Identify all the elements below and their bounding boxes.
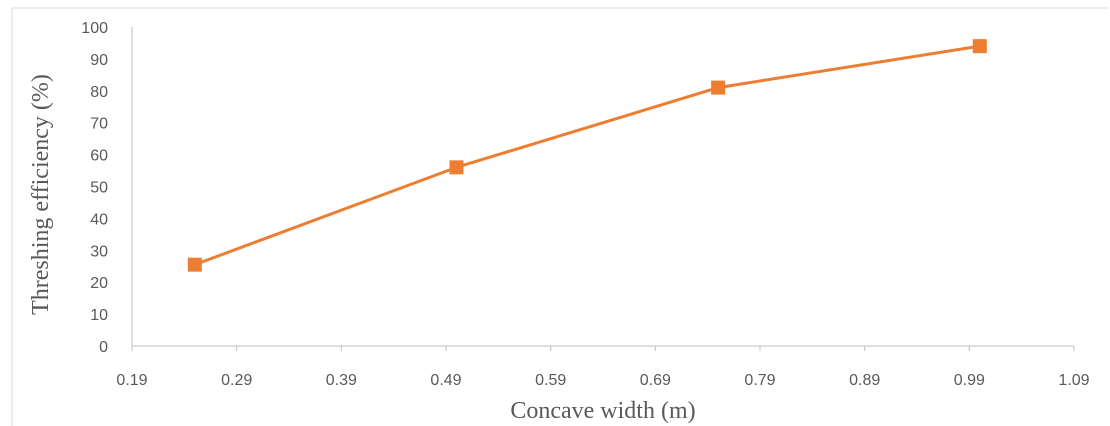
data-point-marker bbox=[972, 39, 987, 54]
y-tick-label: 70 bbox=[90, 116, 108, 133]
x-tick-label: 0.69 bbox=[640, 372, 671, 389]
y-tick-label: 50 bbox=[90, 180, 108, 197]
y-tick-label: 10 bbox=[90, 307, 108, 324]
y-tick-label: 80 bbox=[90, 84, 108, 101]
y-tick-label: 40 bbox=[90, 211, 108, 228]
data-point-marker bbox=[449, 160, 464, 175]
y-tick-label: 90 bbox=[90, 52, 108, 69]
x-tick-label: 0.49 bbox=[430, 372, 461, 389]
y-tick-label: 60 bbox=[90, 148, 108, 165]
data-point-marker bbox=[187, 257, 202, 272]
y-tick-label: 30 bbox=[90, 243, 108, 260]
x-tick-label: 0.89 bbox=[849, 372, 880, 389]
x-axis-title: Concave width (m) bbox=[510, 398, 695, 424]
x-axis-ticks: 0.19 0.29 0.39 0.49 0.59 0.69 0.79 0.89 0.99 1.09 bbox=[116, 346, 1090, 389]
x-tick-label: 0.59 bbox=[535, 372, 566, 389]
series-line bbox=[194, 44, 981, 267]
x-tick-label: 0.19 bbox=[116, 372, 147, 389]
data-point-marker bbox=[711, 80, 726, 95]
series-markers bbox=[187, 39, 987, 272]
y-tick-label: 20 bbox=[90, 275, 108, 292]
y-tick-label: 100 bbox=[81, 20, 108, 37]
x-tick-label: 0.79 bbox=[744, 372, 775, 389]
x-tick-label: 0.29 bbox=[221, 372, 252, 389]
x-tick-label: 0.99 bbox=[954, 372, 985, 389]
y-axis-ticks: 0 10 20 30 40 50 60 70 80 90 100 bbox=[81, 20, 108, 356]
y-tick-label: 0 bbox=[99, 339, 108, 356]
x-tick-label: 1.09 bbox=[1058, 372, 1089, 389]
x-tick-label: 0.39 bbox=[326, 372, 357, 389]
y-axis-title: Threshing efficiency (%) bbox=[28, 74, 54, 315]
